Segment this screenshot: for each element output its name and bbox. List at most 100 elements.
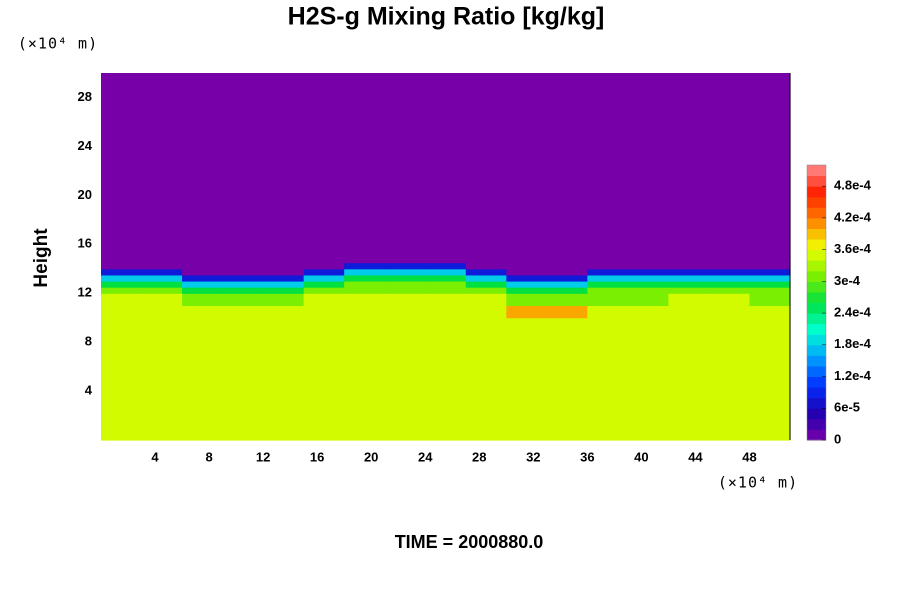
x-tick-label: 48 — [742, 449, 756, 464]
heatmap-cell — [425, 262, 467, 270]
heatmap-cell — [425, 280, 467, 288]
heatmap-cell — [384, 305, 426, 319]
heatmap-cell — [222, 256, 264, 264]
heatmap-cell — [303, 317, 345, 441]
heatmap-cell — [465, 305, 507, 319]
heatmap-cell — [587, 317, 629, 441]
heatmap-cell — [506, 287, 548, 294]
y-tick-label: 8 — [85, 334, 92, 349]
heatmap-cell — [141, 268, 183, 276]
heatmap-cell — [222, 268, 264, 276]
colorbar-tick-label: 6e-5 — [834, 400, 860, 415]
heatmap-cell — [749, 280, 791, 288]
heatmap-cell — [627, 73, 670, 258]
x-tick-label: 40 — [634, 449, 648, 464]
heatmap-cell — [546, 256, 588, 264]
heatmap-cell — [182, 256, 224, 264]
heatmap-cell — [101, 256, 143, 264]
colorbar-band — [807, 408, 826, 420]
colorbar-tick-label: 1.2e-4 — [834, 368, 872, 383]
colorbar-tick-label: 0 — [834, 431, 841, 446]
heatmap-cell — [425, 73, 467, 258]
heatmap-cell — [465, 274, 507, 282]
heatmap-cell — [506, 280, 548, 288]
heatmap-cell — [708, 280, 751, 288]
heatmap-cell — [263, 293, 305, 307]
heatmap-cell — [141, 293, 183, 307]
heatmap-cell — [708, 317, 751, 441]
heatmap-cell — [708, 287, 751, 294]
footer: TIME = 2000880.0 — [395, 532, 544, 552]
heatmap-cell — [141, 280, 183, 288]
y-unit: (×10⁴ m) — [18, 35, 98, 53]
heatmap-cell — [425, 274, 467, 282]
heatmap-cell — [425, 293, 467, 307]
heatmap-cell — [425, 287, 467, 294]
heatmap-cell — [182, 317, 224, 441]
colorbar-frame — [806, 164, 827, 441]
heatmap-cell — [587, 262, 629, 270]
heatmap-cell — [182, 293, 224, 307]
colorbar-band — [807, 239, 826, 251]
heatmap-cell — [222, 262, 264, 270]
heatmap-cell — [506, 256, 548, 264]
heatmap-cell — [303, 293, 345, 307]
heatmap-cell — [506, 73, 548, 258]
heatmap-cell — [101, 268, 143, 276]
heatmap-cell — [344, 274, 386, 282]
heatmap-cell — [141, 73, 183, 258]
heatmap-cell — [749, 73, 791, 258]
heatmap-cell — [749, 287, 791, 294]
heatmap-cell — [263, 317, 305, 441]
heatmap-cell — [668, 287, 710, 294]
heatmap-cell — [303, 73, 345, 258]
heatmap-cell — [141, 317, 183, 441]
heatmap-cell — [708, 256, 751, 264]
heatmap-cell — [627, 268, 670, 276]
heatmap-cell — [749, 256, 791, 264]
colorbar-band — [807, 313, 826, 325]
heatmap-cell — [182, 287, 224, 294]
heatmap-cell — [708, 262, 751, 270]
heatmap-cell — [668, 317, 710, 441]
chart-title: H2S-g Mixing Ratio [kg/kg] — [288, 3, 605, 31]
colorbar-tick-label: 4.8e-4 — [834, 178, 872, 193]
heatmap-cell — [344, 262, 386, 270]
heatmap-cell — [101, 262, 143, 270]
colorbar-band — [807, 165, 826, 177]
colorbar-band — [807, 365, 826, 378]
heatmap-cell — [546, 287, 588, 294]
heatmap-cell — [263, 287, 305, 294]
heatmap-cell — [506, 305, 548, 319]
x-tick-label: 24 — [418, 449, 433, 464]
heatmap-cell — [546, 274, 588, 282]
heatmap-cell — [465, 268, 507, 276]
colorbar-band — [807, 302, 826, 314]
heatmap-cell — [263, 73, 305, 258]
heatmap-cell — [344, 256, 386, 264]
colorbar-band — [807, 281, 826, 293]
heatmap-cell — [344, 73, 386, 258]
x-tick-label: 32 — [526, 449, 540, 464]
heatmap-cell — [222, 274, 264, 282]
heatmap-cell — [303, 256, 345, 264]
heatmap-cell — [101, 287, 143, 294]
heatmap-cell — [546, 73, 588, 258]
heatmap-cell — [668, 262, 710, 270]
colorbar-tick-label: 4.2e-4 — [834, 209, 872, 224]
heatmap-cell — [344, 287, 386, 294]
heatmap-cell — [749, 274, 791, 282]
heatmap-cell — [749, 293, 791, 307]
heatmap-cell — [222, 305, 264, 319]
heatmap-cell — [627, 317, 670, 441]
x-tick-label: 12 — [256, 449, 270, 464]
heatmap-cell — [465, 287, 507, 294]
heatmap-cell — [668, 268, 710, 276]
colorbar-band — [807, 355, 826, 367]
colorbar-band — [807, 260, 826, 272]
heatmap-cell — [546, 317, 588, 441]
heatmap-cell — [303, 274, 345, 282]
heatmap-cell — [627, 293, 670, 307]
heatmap-cell — [546, 262, 588, 270]
x-tick-label: 28 — [472, 449, 486, 464]
